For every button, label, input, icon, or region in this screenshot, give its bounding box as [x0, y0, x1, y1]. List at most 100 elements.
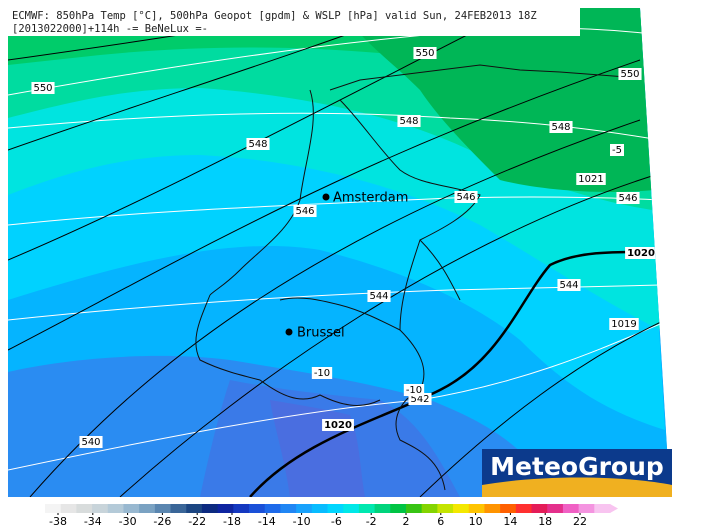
colorbar-swatch — [154, 504, 172, 513]
contour-label-bg — [616, 192, 640, 204]
header-title: ECMWF: 850hPa Temp [°C], 500hPa Geopot [… — [12, 10, 537, 22]
contour-label-text: 1021 — [578, 174, 603, 185]
contour-label-bg — [576, 173, 606, 185]
colorbar-swatch — [186, 504, 203, 513]
isobar-1020 — [249, 250, 661, 497]
coastlines — [195, 64, 641, 491]
contour-label-text: 1020 — [627, 248, 655, 259]
colorbar-swatch — [437, 504, 454, 513]
contour-label-text: 546 — [295, 206, 314, 217]
colorbar-swatch — [578, 504, 595, 513]
city-marker — [322, 193, 330, 201]
contour-label-text: 550 — [415, 48, 434, 59]
contour-label-text: -10 — [314, 368, 330, 379]
header-subtitle: [2013022000]+114h -= BeNeLux =- — [12, 23, 208, 35]
colorbar-tick-label: 18 — [538, 515, 552, 528]
contour-label-bg — [625, 247, 657, 259]
contour-label: 550 — [618, 68, 642, 80]
colorbar-swatch — [484, 504, 501, 513]
contour-label: 550 — [413, 47, 437, 59]
contour-label: 546 — [454, 191, 478, 203]
contour-label: 1021 — [576, 173, 606, 185]
colorbar: -38 -34 -30 -26 -22 -18 -14 -10 -6 -2 2 6 10 14 18 22 — [45, 504, 618, 528]
contour-label-text: 544 — [559, 280, 578, 291]
contour-label: -5 — [610, 144, 624, 156]
colorbar-swatch — [45, 504, 62, 513]
contour-label-text: 548 — [399, 116, 418, 127]
contour-label: 544 — [557, 279, 581, 291]
colorbar-tick-label: 22 — [573, 515, 587, 528]
colorbar-tick-label: -26 — [153, 515, 171, 528]
contour-label-bg — [79, 436, 103, 448]
colorbar-tick-label: -22 — [188, 515, 206, 528]
contour-label-text: 544 — [369, 291, 388, 302]
colorbar-swatch — [60, 504, 77, 513]
contour-label: 540 — [79, 436, 103, 448]
colorbar-swatch — [139, 504, 156, 513]
contour-label: 548 — [397, 115, 421, 127]
colorbar-swatch — [217, 504, 234, 513]
contour-label-bg — [454, 191, 478, 203]
colorbar-swatch — [531, 504, 548, 513]
contour-label: 544 — [367, 290, 391, 302]
colorbar-swatch — [76, 504, 93, 513]
contour-label-bg — [557, 279, 581, 291]
colorbar-arrow — [610, 504, 618, 513]
contour-label-bg — [311, 367, 333, 379]
contour-label-text: 550 — [33, 83, 52, 94]
colorbar-tick-label: -10 — [293, 515, 311, 528]
contour-label-text: 546 — [618, 193, 637, 204]
isobars — [8, 8, 666, 497]
contour-label-text: 550 — [620, 69, 639, 80]
colorbar-tick-label: -2 — [366, 515, 377, 528]
city-marker — [285, 328, 293, 336]
colorbar-swatch — [311, 504, 328, 513]
contour-label-bg — [609, 318, 639, 330]
colorbar-tick-label: -38 — [49, 515, 67, 528]
contour-label-text: 546 — [456, 192, 475, 203]
city-label: Amsterdam — [333, 191, 408, 206]
colorbar-tick-label: 2 — [403, 515, 410, 528]
colorbar-tick-label: -34 — [84, 515, 102, 528]
contour-label-text: 540 — [81, 437, 100, 448]
contour-label-bg — [403, 384, 425, 396]
colorbar-swatch — [500, 504, 517, 513]
contour-label: 1020 — [625, 247, 657, 259]
contour-label: 546 — [616, 192, 640, 204]
colorbar-swatch — [468, 504, 485, 513]
contour-label-bg — [31, 82, 55, 94]
colorbar-swatch — [264, 504, 281, 513]
colorbar-swatch — [233, 504, 250, 513]
colorbar-swatch — [453, 504, 470, 513]
logo: MeteoGroup — [490, 452, 664, 481]
logo-sun — [482, 477, 672, 497]
contour-label-text: 548 — [248, 139, 267, 150]
city-label: Brussel — [297, 326, 345, 341]
contour-label-bg — [322, 419, 354, 431]
colorbar-swatch — [594, 504, 611, 513]
colorbar-swatch — [562, 504, 580, 513]
colorbar-swatch — [296, 504, 313, 513]
colorbar-swatch — [123, 504, 140, 513]
colorbar-swatch — [547, 504, 564, 513]
colorbar-swatch — [515, 504, 533, 513]
colorbar-tick-label: 14 — [503, 515, 517, 528]
contour-label-text: 1020 — [324, 420, 352, 431]
contour-label-bg — [549, 121, 573, 133]
contour-label-bg — [367, 290, 391, 302]
colorbar-swatch — [358, 504, 376, 513]
contour-label: 1019 — [609, 318, 639, 330]
colorbar-swatch — [170, 504, 187, 513]
colorbar-swatch — [107, 504, 124, 513]
colorbar-swatch — [343, 504, 360, 513]
contour-label: 550 — [31, 82, 55, 94]
contour-label-bg — [618, 68, 642, 80]
contour-label: 546 — [293, 205, 317, 217]
colorbar-swatch — [374, 504, 391, 513]
colorbar-swatch — [280, 504, 297, 513]
colorbar-tick-label: -6 — [331, 515, 342, 528]
contour-label: -10 — [311, 367, 333, 379]
colorbar-tick-label: 10 — [469, 515, 483, 528]
